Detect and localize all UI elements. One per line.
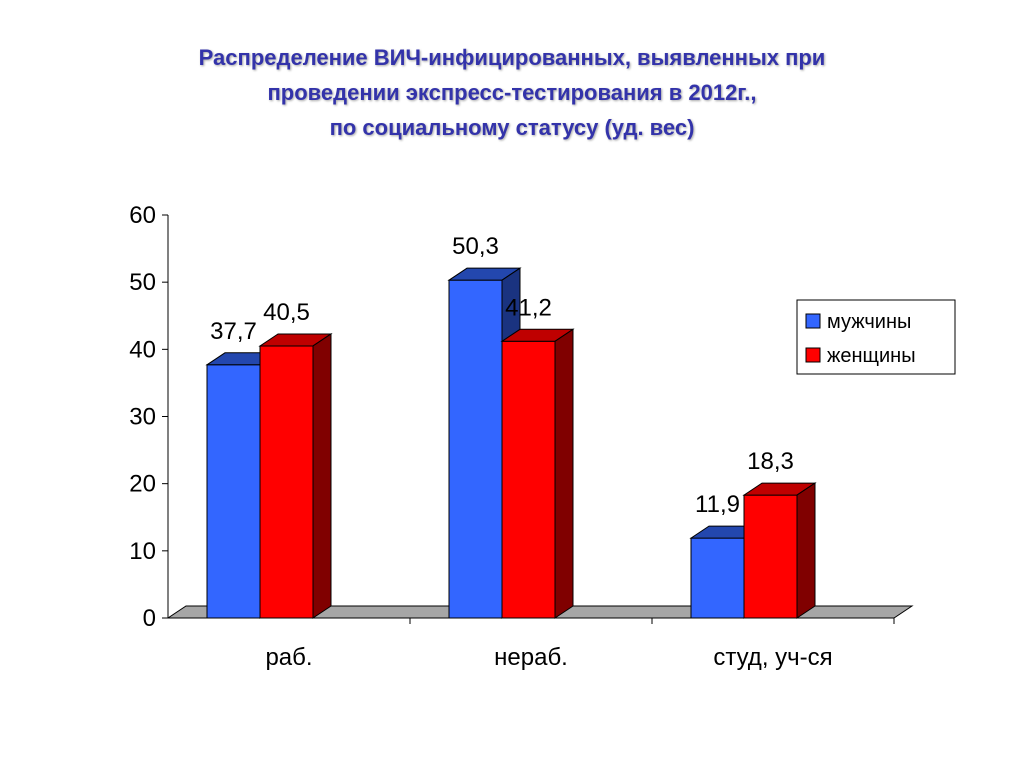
y-tick-label: 30 [129,404,156,431]
chart-bars [205,267,817,619]
y-tick-label: 40 [129,336,156,363]
chart-legend: мужчины женщины [796,299,956,375]
legend-box [796,299,956,375]
y-tick-label: 10 [129,538,156,565]
bar-side-face [312,333,332,619]
chart-title: Распределение ВИЧ-инфицированных, выявле… [60,40,964,145]
y-tick-label: 60 [129,202,156,229]
chart-title-line-3: по социальному статусу (уд. вес) [329,115,695,140]
chart-data-labels: 37,740,5 50,3 41,2 11,9 18,3 [210,233,794,518]
bar [258,333,333,619]
x-category-label: раб. [265,644,312,671]
bar-front-face [206,364,261,619]
bar-side-face [554,328,574,619]
x-category-label: студ, уч-ся [713,644,832,671]
y-tick-label: 20 [129,471,156,498]
bar-side-face [796,482,816,619]
bar-data-label: 18,3 [747,448,794,475]
chart-title-line-2: проведении экспресс-тестирования в 2012г… [267,80,757,105]
legend-label: мужчины [827,311,911,333]
bar-data-label: 41,2 [505,294,552,321]
x-category-label: нераб. [494,644,568,671]
bar-front-face [448,279,503,619]
bar-front-face [743,494,798,619]
bar-front-face [501,340,556,619]
legend-swatch [805,347,821,363]
y-tick-label: 50 [129,269,156,296]
chart-title-line-1: Распределение ВИЧ-инфицированных, выявле… [198,45,826,70]
y-tick-label: 0 [143,605,156,632]
legend-swatch [805,313,821,329]
bar-front-face [259,345,314,619]
legend-label: женщины [827,345,916,367]
bar-data-label: 40,5 [263,299,310,326]
bar-data-label: 50,3 [452,233,499,260]
bar [742,482,817,619]
bar-front-face [690,537,745,619]
bar-data-label: 37,7 [210,318,257,345]
bar-data-label: 11,9 [695,491,740,518]
bar [500,328,575,619]
